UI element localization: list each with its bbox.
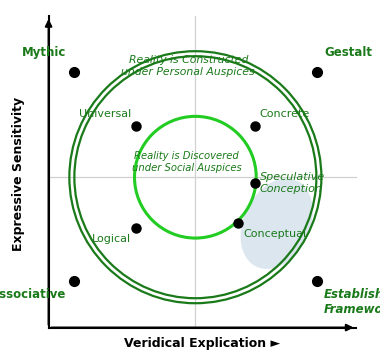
Text: Concrete: Concrete	[260, 109, 310, 119]
Text: Conceptual: Conceptual	[243, 229, 306, 239]
Text: Gestalt: Gestalt	[324, 46, 372, 59]
Text: Reality is Constructed
under Personal Auspices: Reality is Constructed under Personal Au…	[121, 55, 255, 77]
Ellipse shape	[241, 179, 313, 269]
Text: Established
Framework: Established Framework	[324, 288, 380, 316]
Text: Speculative
Conception: Speculative Conception	[260, 173, 325, 194]
Text: Universal: Universal	[79, 109, 131, 119]
Text: Logical: Logical	[92, 234, 131, 245]
Text: Associative: Associative	[0, 288, 66, 301]
Text: Expressive Sensitivity: Expressive Sensitivity	[13, 97, 25, 251]
Text: Reality is Discovered
under Social Auspices: Reality is Discovered under Social Auspi…	[131, 151, 241, 173]
Text: Mythic: Mythic	[22, 46, 66, 59]
Text: Veridical Explication ►: Veridical Explication ►	[125, 337, 280, 350]
